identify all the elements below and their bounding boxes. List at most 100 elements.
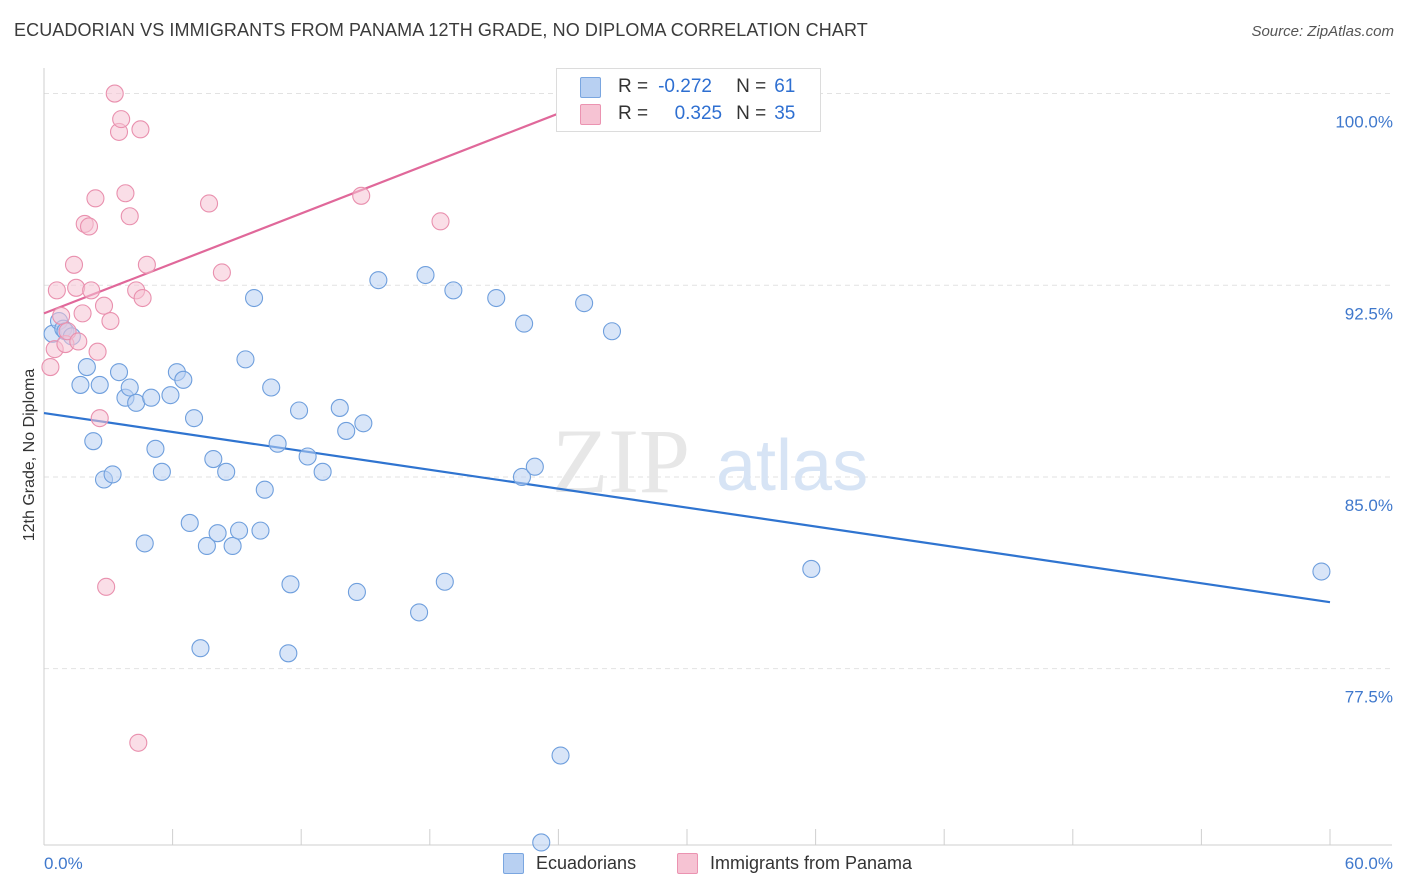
y-tick-label: 92.5% xyxy=(1345,304,1393,323)
ecuadorian-point xyxy=(135,534,154,553)
ecuadorian-point xyxy=(330,398,349,417)
y-tick-labels: 77.5% 85.0% 92.5% 100.0% xyxy=(1335,113,1393,707)
watermark-zip: ZIP xyxy=(552,410,690,512)
panama-point xyxy=(88,342,107,361)
ecuadorian-point xyxy=(103,465,122,484)
ecuadorian-point xyxy=(152,462,171,481)
legend-item-ecuadorians: Ecuadorians xyxy=(503,853,636,874)
panama-point xyxy=(73,304,92,323)
legend-swatch-blue xyxy=(580,76,601,98)
panama-point xyxy=(101,311,120,331)
legend-label-ecuadorians: Ecuadorians xyxy=(536,853,637,873)
ecuadorian-point xyxy=(551,746,570,765)
axes xyxy=(43,68,1392,846)
ecuadorian-point xyxy=(71,375,90,394)
panama-point xyxy=(131,120,150,139)
legend-row-panama: R = 0.325 N = 35 xyxy=(580,101,795,127)
legend-n-value: 35 xyxy=(774,103,796,124)
ecuadorian-point xyxy=(347,582,366,602)
legend-r-label: R = xyxy=(618,103,649,124)
x-tick-label: 60.0% xyxy=(1345,854,1393,873)
ecuadorian-point xyxy=(90,375,109,394)
panama-point xyxy=(86,189,105,208)
ecuadorian-point xyxy=(204,450,223,469)
panama-trend-line xyxy=(43,92,611,315)
y-tick-label: 100.0% xyxy=(1335,113,1393,132)
legend-r-value: -0.272 xyxy=(658,76,712,97)
panama-point xyxy=(52,306,71,325)
legend-r-value: 0.325 xyxy=(674,103,723,124)
legend-n-label: N = xyxy=(736,76,767,97)
legend-row-ecuadorians: R = -0.272 N = 61 xyxy=(580,74,795,100)
ecuadorian-point xyxy=(255,480,274,499)
panama-point xyxy=(431,212,450,231)
ecuadorian-point xyxy=(244,288,264,308)
ecuadorian-point xyxy=(161,386,180,405)
ecuadorian-point xyxy=(410,603,429,622)
ecuadorian-point xyxy=(120,378,139,397)
ecuadorian-point xyxy=(602,322,622,341)
x-tick-labels: 0.0% 60.0% xyxy=(44,854,1393,873)
ecuadorian-point xyxy=(416,265,435,285)
ecuadorian-point xyxy=(512,467,532,486)
ecuadorian-point xyxy=(236,350,255,369)
series-legend: Ecuadorians Immigrants from Panama xyxy=(0,853,1406,877)
data-points xyxy=(41,84,1331,852)
ecuadorian-point xyxy=(191,639,210,658)
panama-point xyxy=(47,281,66,300)
panama-point xyxy=(212,263,231,282)
trend-lines xyxy=(43,92,1331,604)
ecuadorian-point xyxy=(575,294,594,313)
ecuadorian-point xyxy=(127,393,146,412)
legend-swatch-blue xyxy=(503,853,524,874)
ecuadorian-point xyxy=(142,388,161,407)
panama-point xyxy=(133,288,152,308)
panama-point xyxy=(129,733,148,752)
legend-swatch-pink xyxy=(580,103,601,125)
panama-point xyxy=(79,217,99,236)
ecuadorian-point xyxy=(515,314,534,333)
panama-point xyxy=(97,577,116,596)
stats-legend: R = -0.272 N = 61 R = 0.325 N = 35 xyxy=(556,68,821,132)
legend-item-panama: Immigrants from Panama xyxy=(677,853,912,874)
legend-swatch-pink xyxy=(677,853,698,874)
ecuadorian-point xyxy=(298,447,317,466)
ecuadorian-point xyxy=(77,357,96,377)
x-tick-label: 0.0% xyxy=(44,854,83,873)
panama-point xyxy=(94,296,114,315)
source-label: Source: ZipAtlas.com xyxy=(1251,23,1394,40)
legend-label-panama: Immigrants from Panama xyxy=(710,853,913,873)
ecuadorian-point xyxy=(802,559,821,579)
ecuadorian-point xyxy=(251,521,270,540)
ecuadorian-point xyxy=(354,414,373,433)
ecuadorian-point xyxy=(109,363,129,382)
panama-point xyxy=(112,110,131,129)
ecuadorian-point xyxy=(487,288,506,308)
chart-title: ECUADORIAN VS IMMIGRANTS FROM PANAMA 12T… xyxy=(14,20,868,40)
panama-point xyxy=(137,255,156,274)
ecuadorian-point xyxy=(435,572,454,591)
y-tick-label: 77.5% xyxy=(1345,688,1393,707)
panama-point xyxy=(120,207,139,226)
ecuadorian-point xyxy=(84,432,103,451)
ecuadorian-point xyxy=(174,370,193,389)
panama-point xyxy=(199,194,219,213)
ecuadorian-point xyxy=(146,439,165,458)
panama-point xyxy=(82,281,101,300)
panama-point xyxy=(352,186,371,205)
ecuadorian-point xyxy=(223,536,242,556)
y-tick-label: 85.0% xyxy=(1345,496,1393,515)
ecuadorian-point xyxy=(337,421,356,440)
ecuadorian-point xyxy=(217,462,236,481)
ecuadorian-point xyxy=(444,281,463,300)
ecuadorian-point xyxy=(281,575,300,594)
panama-point xyxy=(116,184,135,203)
ecuadorians-trend-line xyxy=(43,411,1331,604)
panama-point xyxy=(67,278,86,297)
legend-n-value: 61 xyxy=(774,76,796,97)
ecuadorian-point xyxy=(1312,562,1331,581)
ecuadorian-point xyxy=(197,536,216,556)
ecuadorian-point xyxy=(262,378,281,397)
ecuadorian-point xyxy=(279,644,298,663)
ecuadorian-point xyxy=(532,833,551,852)
